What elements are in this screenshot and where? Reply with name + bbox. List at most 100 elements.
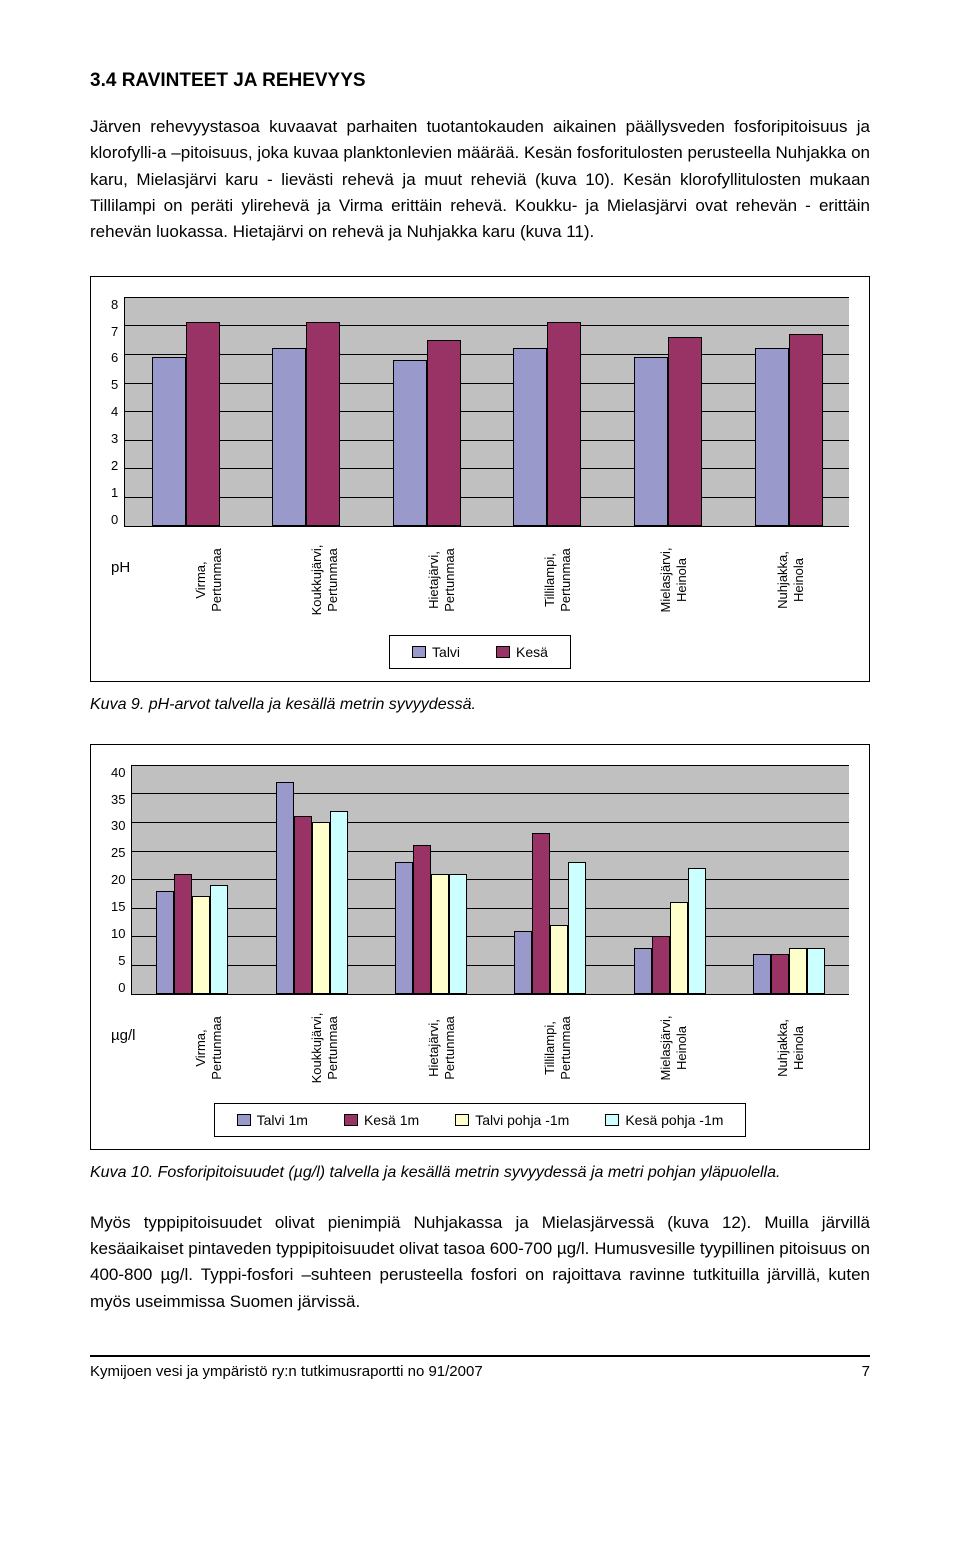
bar bbox=[276, 782, 294, 994]
xtick-label: Nuhjakka, Heinola bbox=[746, 522, 836, 638]
bar bbox=[312, 822, 330, 994]
ytick-label: 3 bbox=[111, 431, 118, 446]
legend-item: Talvi 1m bbox=[227, 1108, 318, 1132]
bar-group bbox=[610, 765, 729, 994]
ytick-label: 15 bbox=[111, 899, 125, 914]
bar bbox=[513, 348, 547, 525]
bar bbox=[514, 931, 532, 994]
chart-p-xlabels: Virma, PertunmaaKoukkujärvi, PertunmaaHi… bbox=[151, 1003, 849, 1093]
legend-label: Talvi 1m bbox=[257, 1112, 308, 1128]
bar bbox=[306, 322, 340, 525]
bar bbox=[688, 868, 706, 994]
legend-swatch bbox=[455, 1114, 469, 1126]
chart-p-xaxis: µg/l Virma, PertunmaaKoukkujärvi, Pertun… bbox=[111, 1003, 849, 1093]
bar bbox=[395, 862, 413, 994]
chart-p-frame: 4035302520151050 µg/l Virma, PertunmaaKo… bbox=[90, 744, 870, 1150]
chart-p-area bbox=[131, 765, 849, 995]
xtick-label: Mielasjärvi, Heinola bbox=[629, 990, 719, 1106]
xtick-label: Mielasjärvi, Heinola bbox=[629, 522, 719, 638]
bar bbox=[427, 340, 461, 526]
bar bbox=[634, 948, 652, 994]
legend-label: Kesä 1m bbox=[364, 1112, 419, 1128]
legend-swatch bbox=[344, 1114, 358, 1126]
footer-page: 7 bbox=[862, 1363, 870, 1380]
bar bbox=[652, 936, 670, 993]
bar bbox=[272, 348, 306, 525]
bar-group bbox=[730, 765, 849, 994]
caption-9: Kuva 9. pH-arvot talvella ja kesällä met… bbox=[90, 696, 870, 714]
legend-label: Kesä pohja -1m bbox=[625, 1112, 723, 1128]
bar bbox=[668, 337, 702, 526]
legend-label: Talvi bbox=[432, 644, 460, 660]
footer: Kymijoen vesi ja ympäristö ry:n tutkimus… bbox=[90, 1357, 870, 1380]
bar-group bbox=[132, 765, 251, 994]
bar bbox=[634, 357, 668, 526]
bar bbox=[755, 348, 789, 525]
bar bbox=[152, 357, 186, 526]
bar bbox=[753, 954, 771, 994]
ytick-label: 10 bbox=[111, 926, 125, 941]
legend-swatch bbox=[237, 1114, 251, 1126]
xtick-label: Tillilampi, Pertunmaa bbox=[513, 990, 603, 1106]
ytick-label: 1 bbox=[111, 485, 118, 500]
bar-group bbox=[491, 765, 610, 994]
chart-p-legend-wrap: Talvi 1m Kesä 1m Talvi pohja -1m Kesä pohja… bbox=[214, 1103, 747, 1137]
bar bbox=[547, 322, 581, 525]
chart-ph-xlabels: Virma, PertunmaaKoukkujärvi, PertunmaaHi… bbox=[151, 535, 849, 625]
bar bbox=[431, 874, 449, 994]
chart-p-legend: Talvi 1m Kesä 1m Talvi pohja -1m Kesä pohja… bbox=[111, 1103, 849, 1137]
chart-ph-frame: 876543210 pH Virma, PertunmaaKoukkujärvi… bbox=[90, 276, 870, 682]
ytick-label: 5 bbox=[118, 953, 125, 968]
bar-group bbox=[728, 297, 849, 526]
legend-item: Kesä 1m bbox=[334, 1108, 429, 1132]
chart-p-yaxis: 4035302520151050 bbox=[111, 765, 131, 995]
bar bbox=[771, 954, 789, 994]
xtick-label: Koukkujärvi, Pertunmaa bbox=[280, 990, 370, 1106]
xtick-label: Virma, Pertunmaa bbox=[164, 990, 254, 1106]
xtick-label: Nuhjakka, Heinola bbox=[746, 990, 836, 1106]
paragraph-2: Myös typpipitoisuudet olivat pienimpiä N… bbox=[90, 1210, 870, 1315]
chart-ph-plot: 876543210 bbox=[111, 297, 849, 527]
ytick-label: 25 bbox=[111, 845, 125, 860]
legend-item: Talvi pohja -1m bbox=[445, 1108, 579, 1132]
bar bbox=[330, 811, 348, 994]
chart-ph-yaxis: 876543210 bbox=[111, 297, 124, 527]
bar bbox=[210, 885, 228, 994]
legend-label: Talvi pohja -1m bbox=[475, 1112, 569, 1128]
ytick-label: 5 bbox=[111, 377, 118, 392]
chart-ph-ylabel: pH bbox=[111, 535, 151, 625]
ytick-label: 7 bbox=[111, 324, 118, 339]
legend-item: Talvi bbox=[402, 640, 470, 664]
bar-group bbox=[125, 297, 246, 526]
bar bbox=[393, 360, 427, 526]
bar bbox=[156, 891, 174, 994]
bar bbox=[550, 925, 568, 994]
legend-swatch bbox=[605, 1114, 619, 1126]
bar-group bbox=[608, 297, 729, 526]
legend-label: Kesä bbox=[516, 644, 548, 660]
ytick-label: 40 bbox=[111, 765, 125, 780]
ytick-label: 0 bbox=[111, 512, 118, 527]
caption-10: Kuva 10. Fosforipitoisuudet (µg/l) talve… bbox=[90, 1164, 870, 1182]
bar bbox=[807, 948, 825, 994]
legend-item: Kesä pohja -1m bbox=[595, 1108, 733, 1132]
ytick-label: 35 bbox=[111, 792, 125, 807]
bar bbox=[186, 322, 220, 525]
xtick-label: Hietajärvi, Pertunmaa bbox=[397, 522, 487, 638]
bar-group bbox=[371, 765, 490, 994]
bar bbox=[670, 902, 688, 994]
bar-group bbox=[366, 297, 487, 526]
chart-ph-legend-wrap: Talvi Kesä bbox=[389, 635, 571, 669]
bar-group bbox=[487, 297, 608, 526]
chart-ph-xaxis: pH Virma, PertunmaaKoukkujärvi, Pertunma… bbox=[111, 535, 849, 625]
bar bbox=[294, 816, 312, 993]
chart-p-groups bbox=[132, 765, 849, 994]
legend-swatch bbox=[412, 646, 426, 658]
bar bbox=[174, 874, 192, 994]
bar bbox=[532, 833, 550, 993]
section-heading: 3.4 RAVINTEET JA REHEVYYS bbox=[90, 70, 870, 92]
paragraph-1: Järven rehevyystasoa kuvaavat parhaiten … bbox=[90, 114, 870, 246]
xtick-label: Koukkujärvi, Pertunmaa bbox=[280, 522, 370, 638]
bar-group bbox=[252, 765, 371, 994]
bar bbox=[413, 845, 431, 994]
